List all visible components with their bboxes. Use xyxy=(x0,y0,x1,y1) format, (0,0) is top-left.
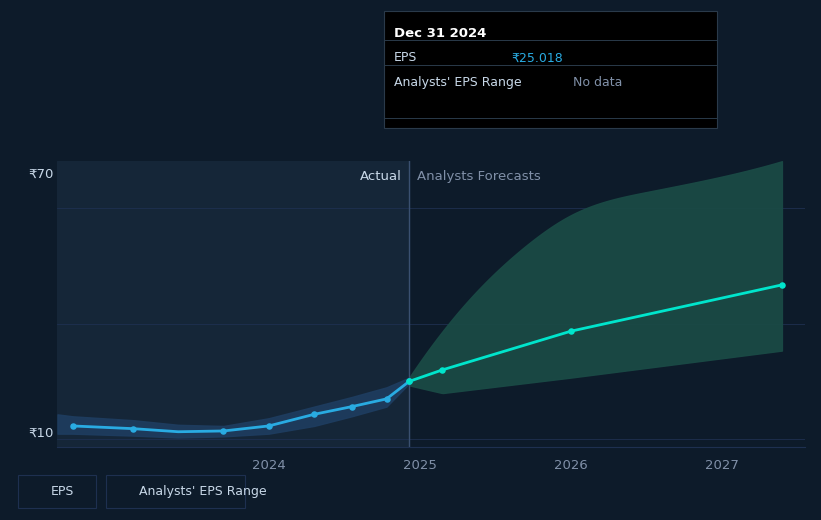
Bar xyxy=(57,161,409,447)
Point xyxy=(66,422,79,430)
Text: EPS: EPS xyxy=(394,51,417,64)
Point xyxy=(308,410,321,419)
Wedge shape xyxy=(34,484,44,499)
Point xyxy=(436,366,449,374)
Text: EPS: EPS xyxy=(51,485,74,498)
Point xyxy=(262,422,275,430)
Point xyxy=(402,378,415,386)
Point xyxy=(345,402,358,411)
Point xyxy=(775,281,788,289)
Text: No data: No data xyxy=(573,76,622,89)
Text: Dec 31 2024: Dec 31 2024 xyxy=(394,27,487,40)
Point xyxy=(126,424,140,433)
Wedge shape xyxy=(25,484,34,499)
Text: Analysts' EPS Range: Analysts' EPS Range xyxy=(139,485,266,498)
Point xyxy=(217,427,230,435)
Text: Analysts Forecasts: Analysts Forecasts xyxy=(416,170,540,183)
Text: ₹25.018: ₹25.018 xyxy=(511,51,563,64)
Wedge shape xyxy=(122,484,131,499)
Text: Analysts' EPS Range: Analysts' EPS Range xyxy=(394,76,521,89)
Wedge shape xyxy=(113,484,122,499)
Point xyxy=(402,378,415,386)
Text: ₹70: ₹70 xyxy=(29,168,53,181)
Text: Actual: Actual xyxy=(360,170,401,183)
Point xyxy=(564,327,577,335)
Point xyxy=(380,395,393,403)
Text: ₹10: ₹10 xyxy=(29,427,53,440)
